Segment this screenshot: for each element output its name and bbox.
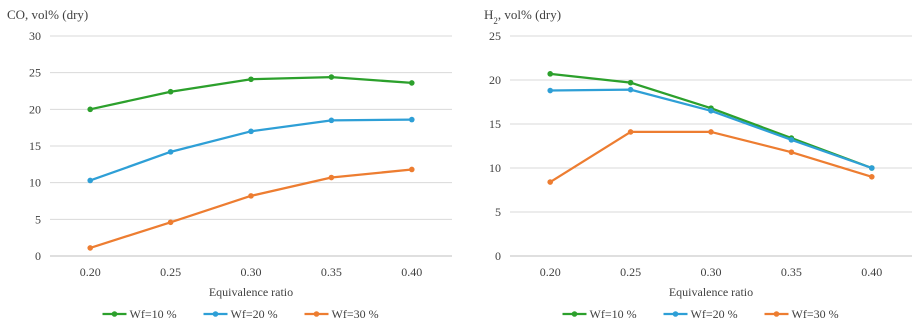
x-tick-label: 0.20 [540,265,561,279]
data-point [627,79,634,86]
x-tick-label: 0.30 [701,265,722,279]
data-point [869,174,875,180]
x-tick-label: 0.40 [861,265,882,279]
legend-swatch-marker [773,311,780,317]
legend-swatch-marker [672,311,679,317]
series-line-3 [89,168,412,250]
data-point [547,71,553,77]
y-tick-label: 10 [489,161,501,175]
chart-title-main: CO, vol% (dry) [7,7,88,22]
chart-title-rest: , vol% (dry) [498,7,561,22]
data-point [167,149,174,155]
x-tick-label: 0.25 [160,265,181,279]
data-point [788,149,795,155]
legend-swatch-marker [111,311,118,317]
series-line-2 [550,88,873,170]
y-tick-label: 0 [495,249,501,263]
co-chart: CO, vol% (dry) 0 5 10 15 20 25 30 0.20 0.25 0.30 0.… [7,7,452,321]
x-tick-label: 0.30 [241,265,262,279]
legend-swatch-marker [313,311,320,317]
data-point [869,165,875,171]
series-line-3 [549,130,873,184]
data-point [627,129,634,135]
data-point [248,193,254,199]
data-point [708,129,714,135]
data-point [248,128,254,135]
x-tick-label: 0.35 [321,265,342,279]
data-point [87,177,93,184]
y-tick-label: 0 [35,249,41,263]
data-point [547,87,553,94]
data-point [328,117,335,124]
y-tick-label: 25 [29,66,41,80]
y-tick-label: 20 [489,73,501,87]
data-point [409,166,415,173]
x-axis-title: Equivalence ratio [669,285,753,299]
data-point [409,80,415,86]
data-point [87,106,93,113]
legend-label: Wf=30 % [792,307,839,321]
y-tick-label: 10 [29,176,41,190]
data-point [248,76,254,83]
y-tick-label: 25 [489,29,501,43]
data-point [167,88,174,95]
legend-label: Wf=10 % [130,307,177,321]
legend-label: Wf=20 % [691,307,738,321]
data-point [547,179,553,185]
x-tick-label: 0.40 [401,265,422,279]
legend-swatch-marker [212,311,219,317]
y-tick-label: 20 [29,102,41,116]
data-point [708,108,714,114]
chart-title-subscript: 2 [493,16,498,26]
legend-label: Wf=10 % [590,307,637,321]
y-tick-label: 30 [29,29,41,43]
y-tick-label: 5 [495,205,501,219]
series-line-1 [550,72,873,170]
data-point [328,174,335,181]
y-tick-label: 15 [29,139,41,153]
legend-swatch-marker [571,311,578,317]
data-point [627,86,634,93]
data-point [328,74,335,80]
chart-title: H2, vol% (dry) [484,7,561,26]
x-tick-label: 0.35 [781,265,802,279]
data-point [788,137,795,143]
data-point [167,219,174,226]
x-tick-label: 0.25 [620,265,641,279]
chart-title: CO, vol% (dry) [7,7,88,22]
chart-title-main: H [484,7,493,22]
y-tick-label: 15 [489,117,501,131]
legend-label: Wf=20 % [231,307,278,321]
y-tick-label: 5 [35,212,41,226]
data-point [409,116,415,123]
x-tick-label: 0.20 [80,265,101,279]
legend-label: Wf=30 % [332,307,379,321]
h2-chart: H2, vol% (dry) 0 5 10 15 20 25 0.20 0.25 0.30 0.35… [484,7,912,321]
data-point [87,245,93,251]
x-axis-title: Equivalence ratio [209,285,293,299]
